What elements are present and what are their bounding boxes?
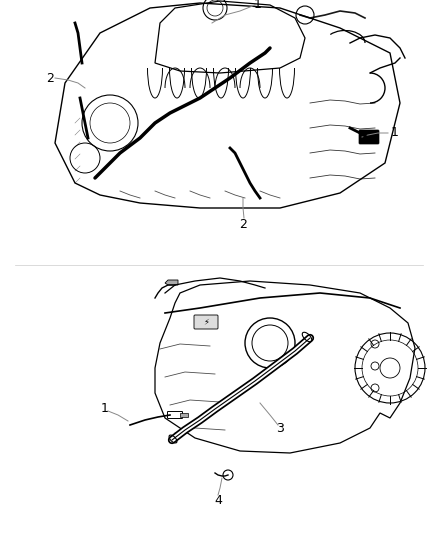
Text: 1: 1: [101, 401, 109, 415]
Text: 2: 2: [46, 71, 54, 85]
Text: ⚡: ⚡: [203, 318, 209, 327]
Text: 1: 1: [254, 0, 262, 12]
FancyBboxPatch shape: [167, 411, 183, 418]
Text: 4: 4: [214, 495, 222, 507]
FancyBboxPatch shape: [180, 413, 188, 417]
Polygon shape: [165, 280, 178, 285]
Text: 1: 1: [391, 126, 399, 140]
FancyBboxPatch shape: [359, 130, 379, 144]
Text: 2: 2: [239, 219, 247, 231]
Text: 3: 3: [276, 422, 284, 434]
FancyBboxPatch shape: [194, 315, 218, 329]
